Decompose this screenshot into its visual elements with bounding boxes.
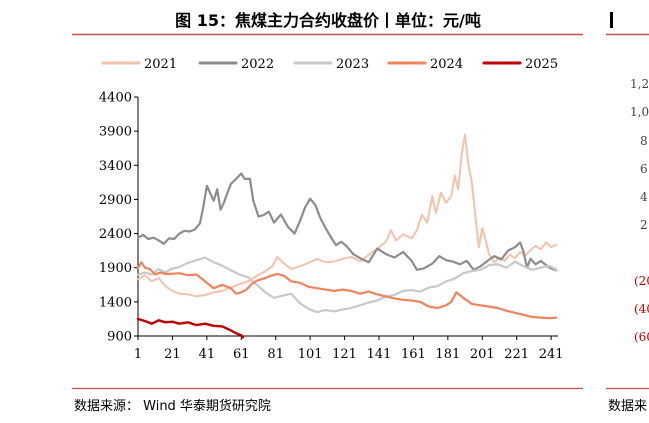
series-line-2022 [136, 172, 558, 272]
right-tick: 4 [640, 190, 648, 204]
x-tick-label: 161 [401, 347, 426, 362]
y-tick-label: 1400 [99, 295, 132, 310]
right-tick-negative: (60 [634, 330, 649, 344]
y-tick-label: 3400 [99, 159, 132, 174]
x-tick-label: 41 [199, 347, 216, 362]
x-tick-label: 101 [298, 347, 323, 362]
right-panel: 1,2 1,0 8 6 4 2 (20 (40 (60 数据来 [606, 12, 649, 414]
legend-label-2024: 2024 [430, 57, 463, 72]
x-tick-label: 61 [233, 347, 250, 362]
series-line-2023 [136, 256, 558, 314]
x-tick-label: 81 [267, 347, 284, 362]
right-tick: 1,2 [630, 77, 649, 91]
right-panel-title-edge [610, 12, 613, 28]
y-tick-label: 2900 [99, 193, 132, 208]
right-tick: 2 [640, 218, 648, 232]
series-line-2024 [136, 261, 558, 320]
x-tick-label: 201 [470, 347, 495, 362]
y-tick-label: 900 [107, 330, 132, 345]
y-tick-label: 1900 [99, 261, 132, 276]
source-note: 数据来源： Wind 华泰期货研究院 [74, 398, 271, 414]
series-line-2025 [136, 317, 245, 339]
y-tick-label: 3900 [99, 125, 132, 140]
x-tick-label: 141 [367, 347, 392, 362]
x-tick-label: 181 [435, 347, 460, 362]
legend-label-2025: 2025 [525, 57, 558, 72]
x-tick-label: 241 [539, 347, 564, 362]
y-tick-label: 2400 [99, 227, 132, 242]
right-tick-negative: (20 [634, 274, 649, 288]
legend-label-2023: 2023 [336, 57, 369, 72]
x-axis: 1 21 41 61 81 101 121 141 161 181 201 221 241 [134, 335, 564, 362]
x-tick-label: 121 [332, 347, 357, 362]
x-tick-label: 221 [504, 347, 529, 362]
right-tick: 1,0 [630, 105, 649, 119]
right-tick: 6 [640, 162, 648, 176]
y-tick-label: 4400 [99, 91, 132, 106]
right-panel-source: 数据来 [608, 399, 647, 414]
x-tick-label: 1 [134, 347, 142, 362]
chart-title: 图 15：焦煤主力合约收盘价丨单位：元/吨 [175, 11, 481, 30]
y-axis: 4400 3900 3400 2900 2400 1900 1400 900 [99, 91, 139, 345]
x-tick-label: 21 [164, 347, 181, 362]
legend-label-2022: 2022 [241, 57, 274, 72]
right-tick: 8 [640, 134, 648, 148]
legend-label-2021: 2021 [144, 57, 177, 72]
legend: 2021 2022 2023 2024 2025 [101, 57, 558, 72]
series-layer [136, 133, 558, 339]
right-tick-negative: (40 [634, 302, 649, 316]
